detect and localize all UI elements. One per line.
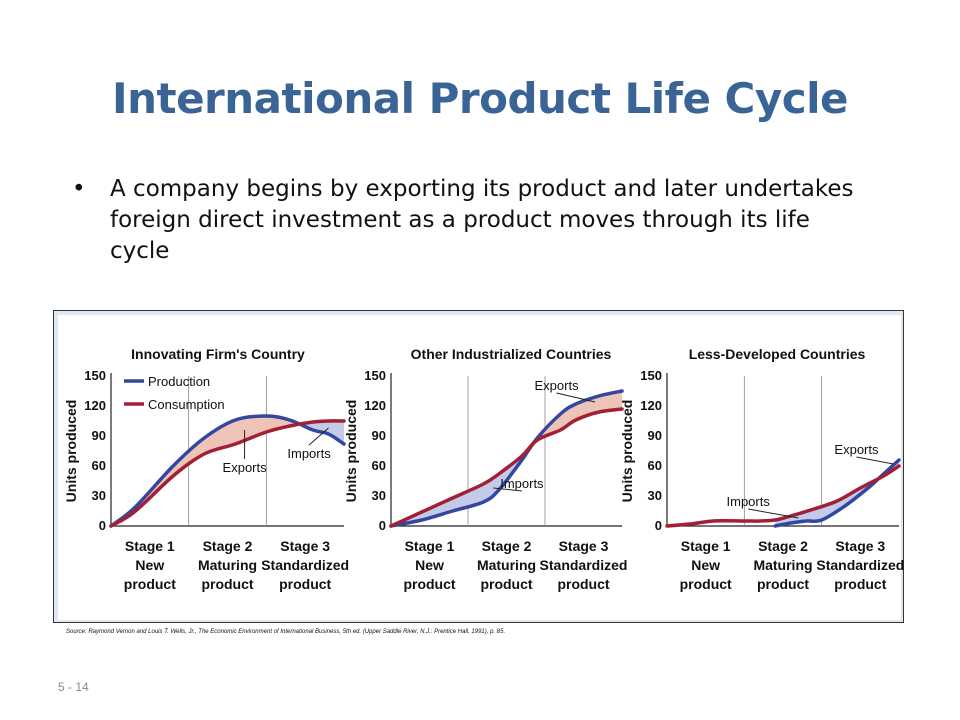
stage-label: product xyxy=(480,576,532,592)
y-tick-label: 90 xyxy=(648,428,662,443)
y-tick-label: 60 xyxy=(92,458,106,473)
y-tick-label: 120 xyxy=(364,398,386,413)
chart-title: Less-Developed Countries xyxy=(689,346,866,362)
figure-panel xyxy=(58,315,901,620)
y-tick-label: 0 xyxy=(99,518,106,533)
chart-title: Other Industrialized Countries xyxy=(411,346,612,362)
consumption-line xyxy=(389,407,624,528)
y-tick-label: 120 xyxy=(84,398,106,413)
stage-label: Stage 2 xyxy=(203,538,253,554)
annotation-label: Exports xyxy=(223,460,268,475)
stage-label: Standardized xyxy=(261,557,349,573)
stage-label: New xyxy=(135,557,164,573)
stage-label: Maturing xyxy=(753,557,812,573)
stage-label: product xyxy=(680,576,732,592)
stage-label: product xyxy=(834,576,886,592)
annotation-leader xyxy=(748,508,799,519)
stage-label: Stage 1 xyxy=(405,538,455,554)
stage-label: Stage 1 xyxy=(681,538,731,554)
slide-title: International Product Life Cycle xyxy=(111,74,849,123)
chart-panel-2: Other Industrialized Countries Units prod… xyxy=(343,346,627,592)
chart-panel-3: Less-Developed Countries Units produced 0 3… xyxy=(619,346,904,592)
legend-entry: Consumption xyxy=(148,397,225,412)
annotation-leader xyxy=(308,427,329,446)
stage-label: Maturing xyxy=(477,557,536,573)
consumption-line xyxy=(665,464,901,528)
chart-panel-1: Innovating Firm's Country Units produced 0… xyxy=(63,346,349,592)
y-axis-label: Units produced xyxy=(343,400,359,503)
annotation-leader xyxy=(856,456,894,465)
y-tick-label: 60 xyxy=(372,458,386,473)
y-axis-label: Units produced xyxy=(619,400,635,503)
consumption-line xyxy=(109,419,346,528)
bullet-text: A company begins by exporting its produc… xyxy=(110,176,854,264)
stage-label: product xyxy=(403,576,455,592)
stage-label: New xyxy=(691,557,720,573)
stage-label: product xyxy=(201,576,253,592)
y-tick-label: 150 xyxy=(364,368,386,383)
y-tick-label: 90 xyxy=(372,428,386,443)
stage-label: Stage 2 xyxy=(482,538,532,554)
y-tick-label: 60 xyxy=(648,458,662,473)
annotation-leader xyxy=(556,392,596,403)
stage-label: New xyxy=(415,557,444,573)
annotation-leader xyxy=(493,487,522,492)
stage-label: Standardized xyxy=(816,557,904,573)
slide-number: 5 - 14 xyxy=(58,680,89,694)
production-line xyxy=(109,414,346,528)
legend-entry: Production xyxy=(148,374,210,389)
y-tick-label: 30 xyxy=(92,488,106,503)
annotation-label: Imports xyxy=(287,446,331,461)
stage-label: Stage 3 xyxy=(559,538,609,554)
stage-label: Stage 3 xyxy=(835,538,885,554)
stage-label: Maturing xyxy=(198,557,257,573)
stage-label: Stage 2 xyxy=(758,538,808,554)
production-line xyxy=(389,389,624,528)
stage-label: product xyxy=(279,576,331,592)
bullet-glyph: • xyxy=(72,176,86,202)
stage-label: Stage 3 xyxy=(280,538,330,554)
stage-label: Stage 1 xyxy=(125,538,175,554)
annotation-label: Imports xyxy=(500,476,544,491)
stage-label: product xyxy=(757,576,809,592)
y-tick-label: 0 xyxy=(379,518,386,533)
y-tick-label: 30 xyxy=(372,488,386,503)
annotation-label: Exports xyxy=(535,378,580,393)
y-tick-label: 0 xyxy=(655,518,662,533)
figure-svg: Innovating Firm's Country Units produced 0… xyxy=(58,315,904,620)
y-tick-label: 30 xyxy=(648,488,662,503)
annotation-label: Exports xyxy=(834,442,879,457)
y-tick-label: 150 xyxy=(640,368,662,383)
chart-title: Innovating Firm's Country xyxy=(131,346,305,362)
source-citation: Source: Raymond Vernon and Louis T. Well… xyxy=(66,629,506,635)
y-tick-label: 120 xyxy=(640,398,662,413)
stage-label: Standardized xyxy=(540,557,628,573)
annotation-label: Imports xyxy=(727,494,771,509)
figure-frame: Innovating Firm's Country Units produced 0… xyxy=(53,310,904,623)
y-tick-label: 150 xyxy=(84,368,106,383)
y-tick-label: 90 xyxy=(92,428,106,443)
stage-label: product xyxy=(557,576,609,592)
stage-label: product xyxy=(124,576,176,592)
y-axis-label: Units produced xyxy=(63,400,79,503)
